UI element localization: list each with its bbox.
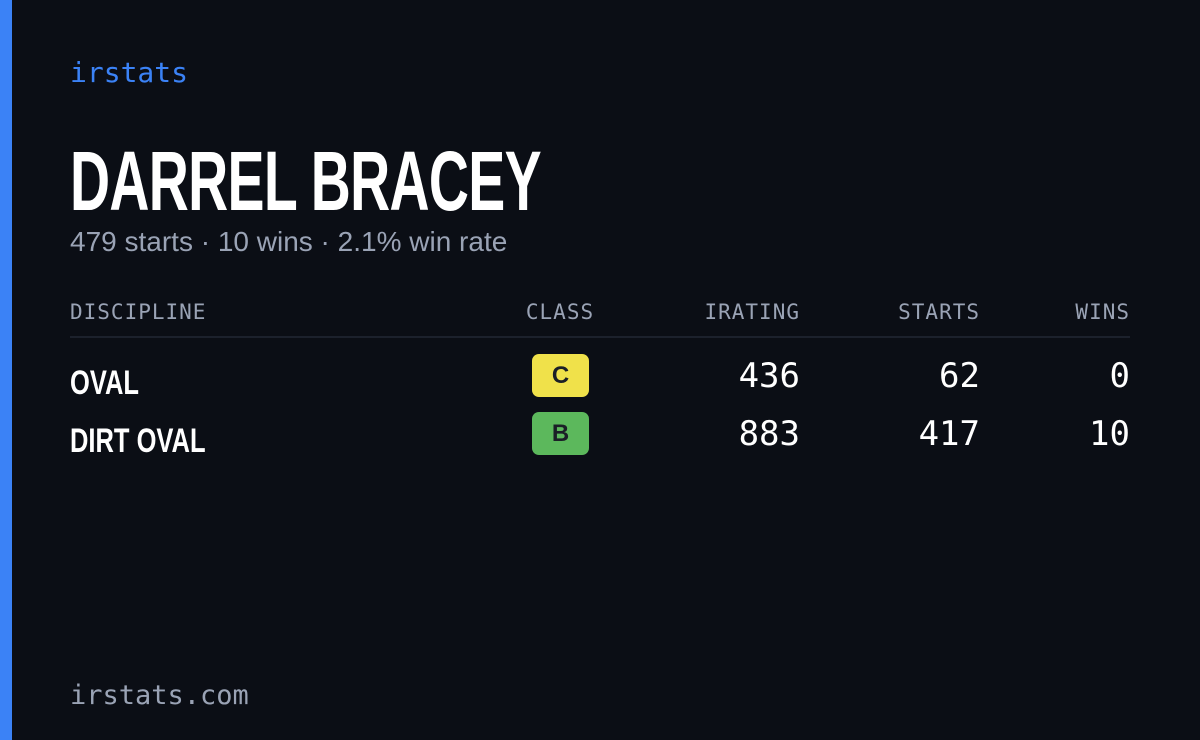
- header-rule: [70, 336, 1130, 338]
- column-header: DISCIPLINE: [70, 300, 207, 324]
- discipline: OVAL: [70, 364, 139, 402]
- irating: 436: [738, 356, 800, 396]
- class-badge: B: [532, 412, 589, 455]
- accent-bar: [0, 0, 12, 740]
- irating: 883: [738, 414, 800, 454]
- driver-name: DARREL BRACEY: [70, 134, 542, 228]
- column-header: STARTS: [898, 300, 980, 324]
- driver-summary: 479 starts · 10 wins · 2.1% win rate: [70, 226, 508, 257]
- discipline: DIRT OVAL: [70, 422, 206, 460]
- starts: 417: [918, 414, 980, 454]
- column-header: CLASS: [525, 300, 595, 324]
- starts: 62: [939, 356, 980, 396]
- brand: irstats: [70, 56, 189, 89]
- wins: 10: [1089, 414, 1130, 454]
- wins: 0: [1109, 356, 1130, 396]
- footer: irstats.com: [70, 680, 249, 711]
- column-header: WINS: [1075, 300, 1130, 324]
- class-badge: C: [532, 354, 589, 397]
- column-header: IRATING: [704, 300, 800, 324]
